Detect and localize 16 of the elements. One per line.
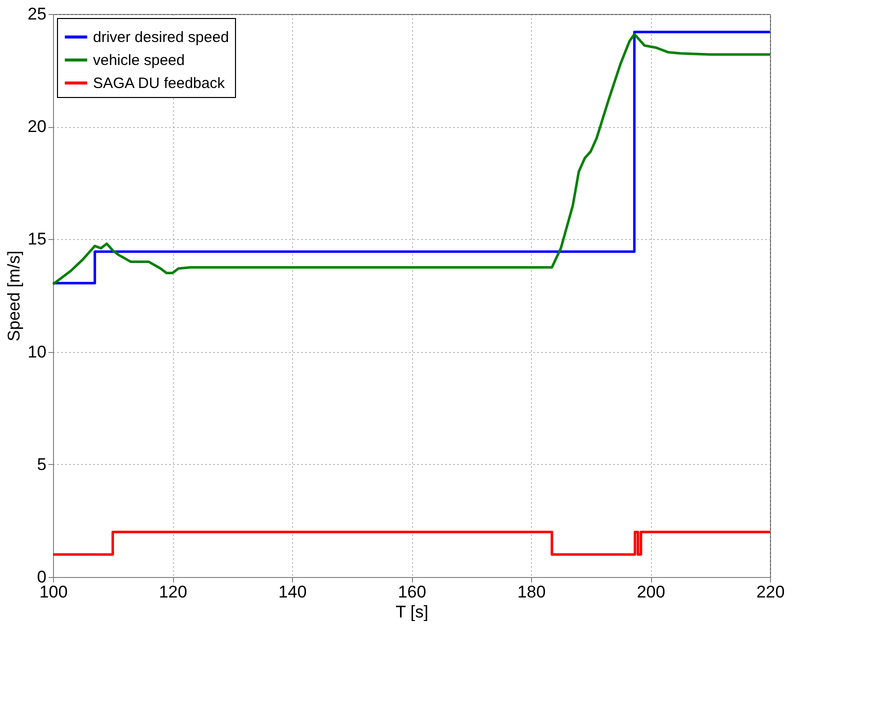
y-tick-label: 20 bbox=[28, 117, 46, 136]
x-tick-label: 180 bbox=[517, 582, 546, 602]
x-axis-title: T [s] bbox=[396, 602, 428, 622]
y-tick-label: 25 bbox=[28, 4, 46, 24]
x-tick-label: 120 bbox=[158, 582, 188, 602]
legend-label: SAGA DU feedback bbox=[93, 75, 226, 92]
legend-label: vehicle speed bbox=[93, 52, 185, 69]
x-tick-label: 140 bbox=[278, 582, 307, 602]
legend-label: driver desired speed bbox=[93, 29, 229, 46]
y-tick-label: 15 bbox=[28, 230, 46, 249]
y-tick-label: 5 bbox=[37, 454, 46, 474]
y-axis-title: Speed [m/s] bbox=[4, 250, 24, 342]
x-tick-label: 160 bbox=[398, 582, 426, 602]
x-tick-label: 200 bbox=[636, 582, 666, 602]
y-tick-label: 10 bbox=[28, 342, 46, 362]
x-tick-label: 220 bbox=[756, 582, 785, 602]
